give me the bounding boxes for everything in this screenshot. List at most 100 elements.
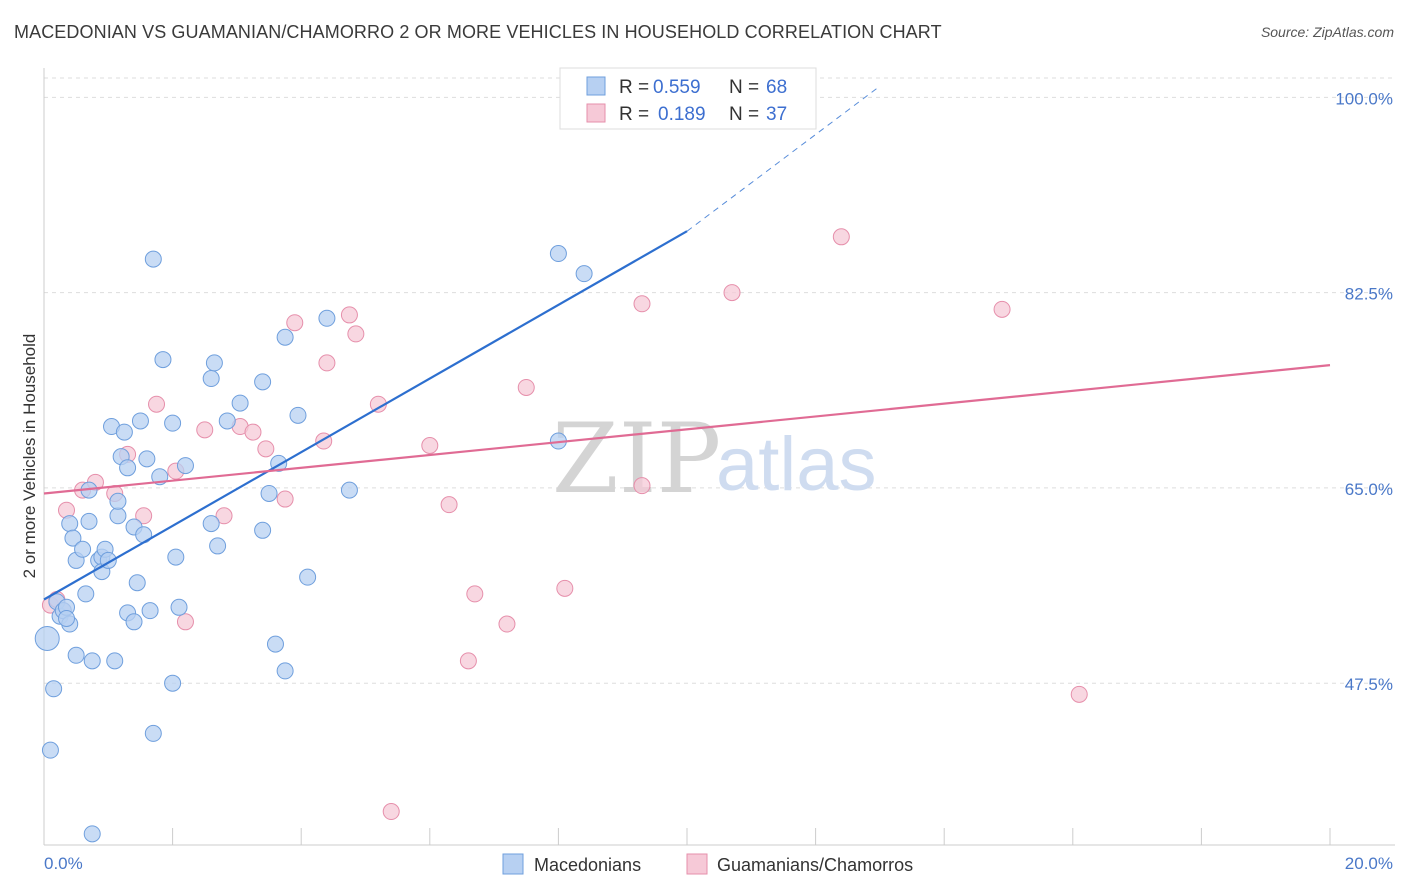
- guamanian-point: [498, 615, 516, 633]
- trend-lines: [43, 85, 1331, 601]
- macedonian-point: [58, 609, 76, 627]
- y-tick-label-2: 82.5%: [1345, 285, 1393, 304]
- guamanian-point: [347, 325, 365, 343]
- macedonian-point: [209, 537, 227, 555]
- legend-r-value-2: 0.189: [658, 104, 706, 125]
- watermark: ZIP atlas: [552, 403, 877, 515]
- watermark-zip: ZIP: [552, 403, 721, 515]
- guamanian-point: [135, 507, 153, 525]
- macedonian-point: [128, 574, 146, 592]
- guamanian-point: [556, 579, 574, 597]
- macedonian-point: [202, 370, 220, 388]
- bottom-legend-guamanians: Guamanians/Chamorros: [717, 855, 913, 875]
- grid-lines: [44, 77, 1395, 684]
- guamanian-point: [196, 421, 214, 439]
- guamanian-trend-line: [43, 364, 1331, 495]
- x-tick-label-0: 0.0%: [44, 854, 83, 873]
- macedonian-point: [144, 724, 162, 742]
- y-tick-labels: 47.5% 65.0% 82.5% 100.0%: [1335, 89, 1393, 694]
- y-tick-label-1: 65.0%: [1345, 480, 1393, 499]
- macedonian-point: [83, 652, 101, 670]
- legend-n-label-1: N =: [729, 77, 759, 98]
- macedonian-point: [167, 548, 185, 566]
- guamanian-point: [1070, 685, 1088, 703]
- macedonian-point: [67, 646, 85, 664]
- bottom-legend-swatch-pink: [686, 853, 708, 875]
- guamanian-point: [993, 300, 1011, 318]
- macedonian-point: [340, 481, 358, 499]
- macedonian-point: [34, 626, 60, 652]
- guamanian-point: [276, 490, 294, 508]
- guamanian-point: [257, 440, 275, 458]
- guamanian-point: [633, 295, 651, 313]
- macedonian-point: [77, 585, 95, 603]
- macedonian-point: [176, 457, 194, 475]
- macedonian-point: [260, 484, 278, 502]
- guamanian-point: [517, 378, 535, 396]
- guamanian-point: [176, 613, 194, 631]
- legend-swatch-pink: [586, 103, 606, 123]
- guamanian-point: [318, 354, 336, 372]
- macedonian-point: [205, 354, 223, 372]
- guamanian-point: [421, 436, 439, 454]
- macedonian-point: [119, 459, 137, 477]
- guamanian-point: [440, 496, 458, 514]
- macedonian-point: [45, 680, 63, 698]
- macedonian-point: [109, 507, 127, 525]
- macedonian-point: [80, 512, 98, 530]
- guamanian-point: [466, 585, 484, 603]
- macedonian-point: [299, 568, 317, 586]
- macedonian-point: [106, 652, 124, 670]
- legend-bottom: Macedonians Guamanians/Chamorros: [502, 853, 913, 875]
- macedonian-point: [144, 250, 162, 268]
- y-tick-label-0: 47.5%: [1345, 675, 1393, 694]
- y-tick-label-3: 100.0%: [1335, 89, 1393, 108]
- macedonian-point: [276, 662, 294, 680]
- guamanian-point: [459, 652, 477, 670]
- x-tick-labels: 0.0% 20.0%: [44, 854, 1393, 873]
- macedonian-point: [170, 598, 188, 616]
- legend-swatch-blue: [586, 76, 606, 96]
- macedonian-point: [164, 674, 182, 692]
- macedonian-point: [549, 245, 567, 263]
- guamanian-point: [244, 423, 262, 441]
- macedonian-point: [218, 412, 236, 430]
- macedonian-point: [141, 602, 159, 620]
- guamanian-point: [832, 228, 850, 246]
- macedonian-point: [276, 328, 294, 346]
- legend-r-label-1: R =: [619, 77, 649, 98]
- bottom-legend-swatch-blue: [502, 853, 524, 875]
- bottom-legend-macedonians: Macedonians: [534, 855, 641, 875]
- macedonian-point: [202, 515, 220, 533]
- macedonian-point: [109, 492, 127, 510]
- macedonian-point: [318, 309, 336, 327]
- legend-top: R = 0.559 N = 68 R = 0.189 N = 37: [559, 67, 817, 130]
- macedonian-point: [575, 265, 593, 283]
- macedonian-trend-line: [43, 230, 688, 601]
- axes: [43, 68, 1395, 846]
- macedonian-point: [231, 394, 249, 412]
- guamanian-point: [286, 314, 304, 332]
- chart-title: MACEDONIAN VS GUAMANIAN/CHAMORRO 2 OR MO…: [14, 22, 942, 42]
- guamanian-point: [382, 803, 400, 821]
- macedonian-point: [254, 521, 272, 539]
- macedonian-point: [154, 351, 172, 369]
- macedonian-point: [41, 741, 59, 759]
- series-guamanians-points: [41, 228, 1088, 821]
- guamanian-point: [723, 284, 741, 302]
- guamanian-point: [340, 306, 358, 324]
- source-label: Source: ZipAtlas.com: [1260, 24, 1394, 40]
- series-macedonians-points: [34, 245, 593, 843]
- macedonian-point: [83, 825, 101, 843]
- macedonian-point: [138, 450, 156, 468]
- guamanian-point: [148, 395, 166, 413]
- legend-r-label-2: R =: [619, 104, 649, 125]
- macedonian-point: [115, 423, 133, 441]
- macedonian-point: [164, 414, 182, 432]
- x-tick-label-1: 20.0%: [1345, 854, 1393, 873]
- macedonian-point: [289, 406, 307, 424]
- macedonian-point: [254, 373, 272, 391]
- macedonian-point: [131, 412, 149, 430]
- macedonian-trend-extension: [686, 85, 881, 232]
